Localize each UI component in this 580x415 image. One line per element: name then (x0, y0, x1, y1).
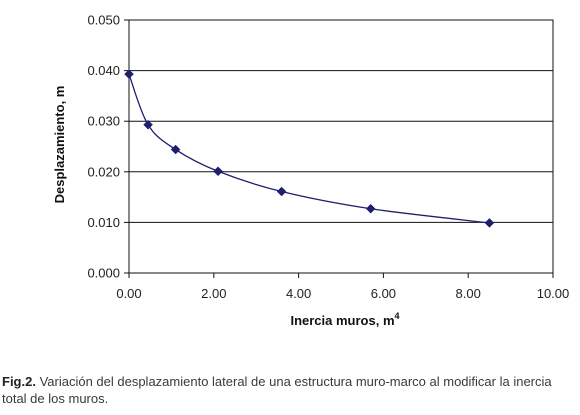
data-point (143, 119, 153, 130)
series-line (128, 73, 490, 224)
figure-caption-text: Variación del desplazamiento lateral de … (2, 374, 552, 406)
y-tick-label: 0.010 (87, 215, 120, 230)
y-tick-label: 0.040 (87, 63, 120, 78)
data-point (213, 166, 223, 177)
x-tick-label: 0.00 (116, 286, 141, 301)
x-axis-title: Inercia muros, m4 (290, 311, 399, 328)
data-point (170, 144, 181, 155)
y-tick-label: 0.000 (87, 266, 120, 281)
gridlines (129, 70, 553, 223)
figure-label: Fig.2. (2, 374, 36, 389)
data-point (124, 69, 134, 79)
x-axis-title-exponent: 4 (395, 311, 400, 321)
data-point (365, 203, 376, 214)
y-axis-title: Desplazamiento, m (52, 86, 67, 204)
series-markers (124, 69, 495, 228)
x-tick-label: 10.00 (537, 286, 570, 301)
y-axis-ticks: 0.000 0.010 0.020 0.030 0.040 0.050 (87, 13, 129, 281)
data-point (276, 186, 287, 197)
x-axis-title-text: Inercia muros, m (290, 313, 394, 328)
y-tick-label: 0.050 (87, 13, 120, 28)
chart: 0.000 0.010 0.020 0.030 0.040 0.050 0.00 2.00 4… (52, 13, 569, 329)
x-tick-label: 6.00 (371, 286, 396, 301)
y-tick-label: 0.030 (87, 114, 120, 129)
x-tick-label: 4.00 (286, 286, 311, 301)
x-tick-label: 2.00 (201, 286, 226, 301)
x-axis-ticks: 0.00 2.00 4.00 6.00 8.00 10.00 (116, 273, 569, 301)
x-tick-label: 8.00 (456, 286, 481, 301)
figure-caption: Fig.2. Variación del desplazamiento late… (2, 373, 578, 407)
data-point (484, 218, 495, 228)
plot-area (128, 19, 554, 274)
y-tick-label: 0.020 (87, 164, 120, 179)
